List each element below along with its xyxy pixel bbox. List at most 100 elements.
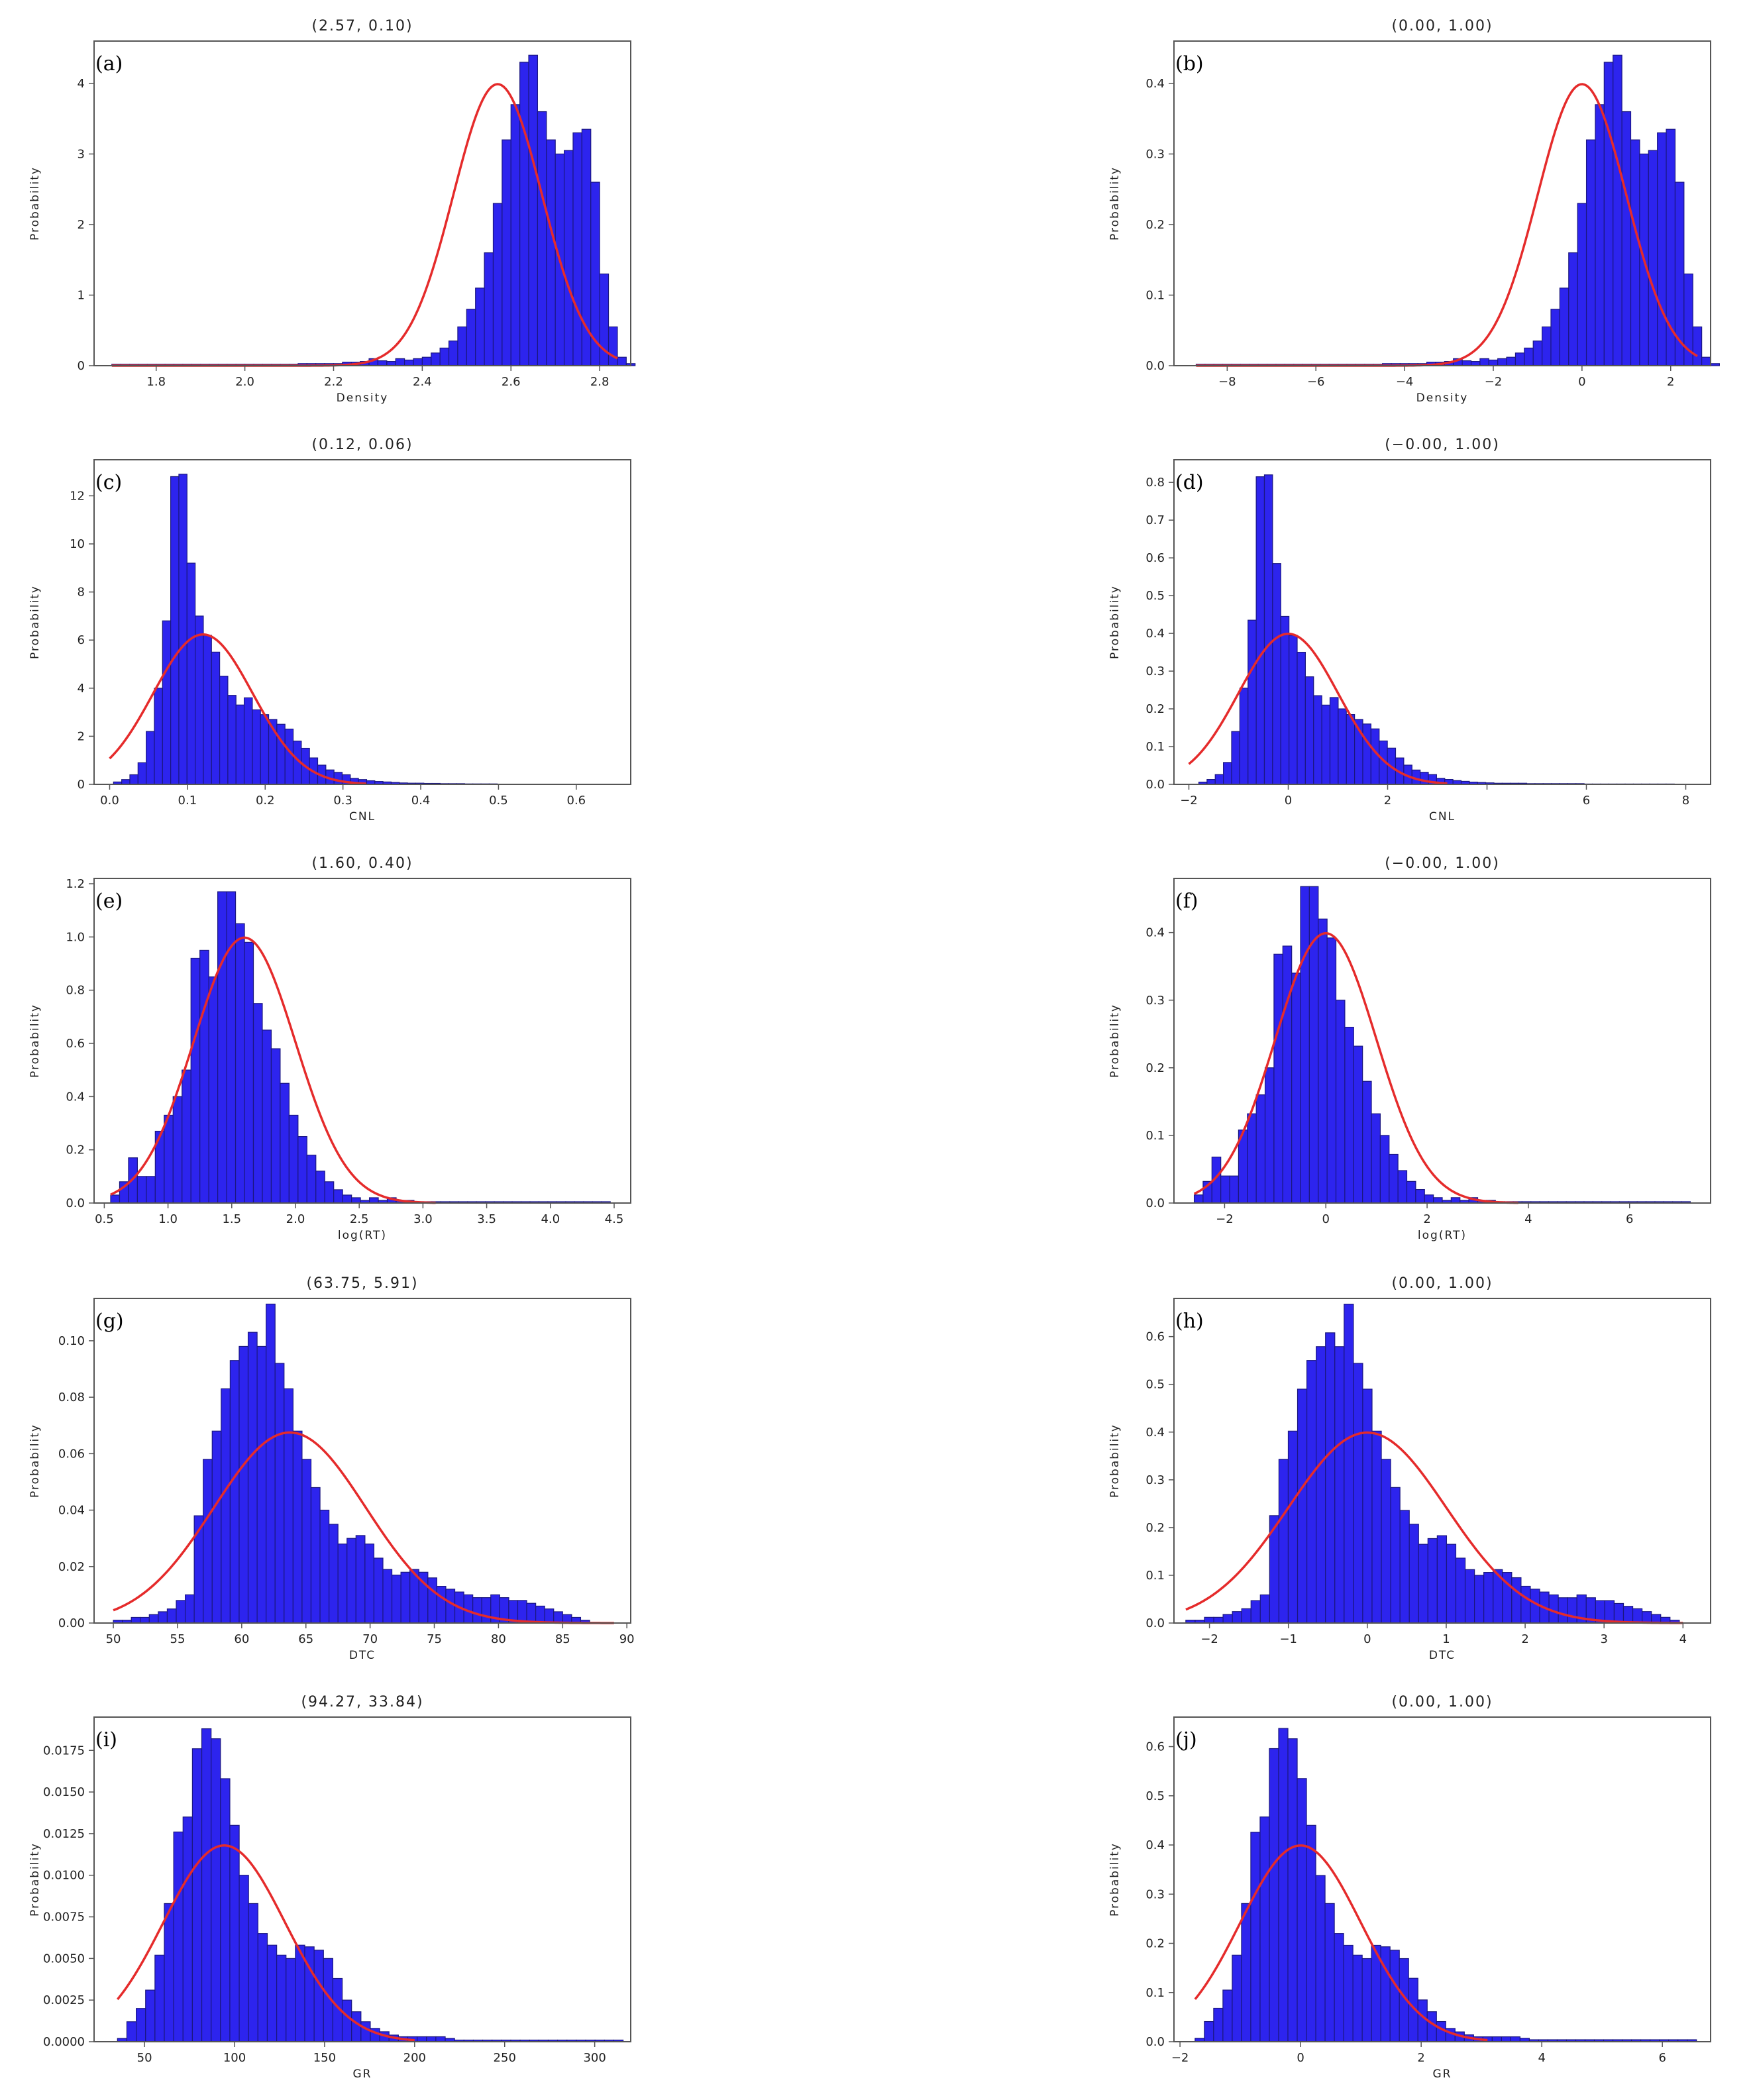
- histogram-bar: [1692, 326, 1703, 366]
- y-tick-label: 0.6: [1145, 551, 1165, 565]
- y-tick-label: 0.1: [1145, 740, 1165, 754]
- histogram-bar: [1325, 1332, 1336, 1624]
- y-tick-label: 0.4: [1145, 1426, 1165, 1440]
- y-tick-label: 0.1: [1145, 1569, 1165, 1583]
- chart-title: (0.00, 1.00): [1391, 18, 1493, 34]
- histogram-bar: [137, 762, 147, 785]
- histogram-bar: [319, 1509, 330, 1624]
- y-tick-label: 0.0: [1145, 359, 1165, 373]
- y-tick-label: 0.8: [1145, 476, 1165, 490]
- histogram-bar: [1306, 1360, 1317, 1624]
- histogram-bar: [154, 688, 163, 785]
- x-tick-label: 2.6: [502, 375, 521, 389]
- x-tick-label: −2: [1171, 2051, 1189, 2065]
- y-tick-label: 0: [78, 359, 85, 373]
- histogram-bar: [426, 2036, 437, 2042]
- histogram-bar: [136, 1176, 147, 1204]
- panel-label: (f): [1175, 890, 1198, 913]
- x-tick-label: 2.0: [235, 375, 254, 389]
- x-tick-label: 75: [427, 1632, 442, 1646]
- histogram-bar: [1506, 356, 1516, 366]
- x-tick-label: −2: [1216, 1212, 1234, 1226]
- x-tick-label: 2: [1521, 1632, 1528, 1646]
- histogram-bar: [435, 2036, 446, 2042]
- histogram-bar: [1287, 1738, 1298, 2042]
- y-tick-label: 4: [78, 77, 85, 91]
- histogram-bar: [1524, 347, 1534, 366]
- y-tick-label: 2: [78, 218, 85, 232]
- histogram-bar: [148, 1614, 159, 1624]
- y-tick-label: 1: [78, 288, 85, 302]
- histogram-bar: [266, 1944, 278, 2042]
- histogram-bar: [413, 358, 423, 366]
- y-tick-label: 0.3: [1145, 1473, 1165, 1487]
- histogram-bar: [546, 139, 556, 366]
- x-tick-label: 4.0: [541, 1212, 560, 1226]
- histogram-bar: [1520, 1585, 1531, 1624]
- y-tick-label: 0.4: [1145, 77, 1165, 91]
- histogram-bar: [364, 1544, 375, 1624]
- histogram-bar: [1483, 1572, 1494, 1624]
- panel-d: −2 0 2 6 8 0.0 0.1 0.2 0.3 0.4 0.5 0.6 0.7 0.8 (−0.00,…: [1108, 437, 1711, 823]
- histogram-bar: [1501, 2036, 1511, 2042]
- histogram-bar: [203, 1459, 213, 1624]
- histogram-bar: [146, 1176, 156, 1204]
- x-tick-label: 0.1: [178, 794, 197, 808]
- y-tick-label: 0.5: [1145, 589, 1165, 603]
- histogram-bar: [297, 1135, 307, 1204]
- histogram-bar: [252, 709, 261, 785]
- x-tick-label: 0.2: [256, 794, 275, 808]
- y-tick-label: 0.4: [1145, 1838, 1165, 1852]
- histogram-bar: [1297, 1778, 1307, 2042]
- x-tick-label: −4: [1396, 375, 1414, 389]
- normal-fit-curve: [1185, 1431, 1683, 1624]
- histogram-bar: [227, 695, 237, 785]
- plot-frame: [1173, 1716, 1711, 2042]
- y-tick-label: 0.0100: [43, 1869, 85, 1883]
- chart-title: (63.75, 5.91): [306, 1275, 418, 1292]
- histogram-bar: [235, 923, 245, 1204]
- histogram-bar: [1222, 1989, 1233, 2042]
- x-tick-label: 6: [1583, 794, 1590, 808]
- x-axis-label: Density: [337, 392, 389, 405]
- histogram-bar: [1558, 1597, 1568, 1624]
- histogram-bar: [235, 704, 245, 785]
- histogram-bar: [544, 1608, 555, 1624]
- y-tick-label: 0.0050: [43, 1952, 85, 1966]
- histogram-bar: [260, 714, 270, 785]
- histogram-bar: [572, 132, 582, 366]
- y-tick-label: 0.0: [1145, 1196, 1165, 1210]
- histogram-bar: [1710, 363, 1720, 366]
- histogram-bar: [1204, 2021, 1214, 2042]
- histogram-bar: [581, 129, 592, 366]
- x-tick-label: 2: [1667, 375, 1674, 389]
- histogram-bar: [1232, 1611, 1242, 1624]
- histogram-bar: [1621, 111, 1632, 366]
- x-tick-label: 0.0: [100, 794, 119, 808]
- x-tick-label: 0.6: [567, 794, 586, 808]
- histogram-bar: [492, 203, 503, 366]
- histogram-bar: [1464, 1569, 1475, 1624]
- histogram-bar: [146, 731, 155, 785]
- chart-title: (0.12, 0.06): [311, 437, 413, 453]
- histogram-bar: [445, 1589, 456, 1624]
- x-axis-label: log(RT): [1418, 1229, 1467, 1242]
- histogram-bar: [1399, 1510, 1410, 1624]
- histogram-bar: [1361, 1958, 1372, 2042]
- histogram-bar: [121, 779, 131, 785]
- x-tick-label: 6: [1658, 2051, 1666, 2065]
- histogram-bar: [1488, 359, 1499, 366]
- histogram-bar: [221, 1388, 231, 1624]
- chart-title: (1.60, 0.40): [311, 855, 413, 872]
- histogram-bar: [126, 2021, 137, 2042]
- histogram-bar: [184, 1594, 195, 1624]
- x-tick-label: 0.5: [95, 1212, 114, 1226]
- panel-label: (e): [95, 890, 123, 913]
- x-tick-label: 0: [1322, 1212, 1330, 1226]
- x-tick-label: 0.3: [333, 794, 352, 808]
- histogram-bar: [510, 104, 521, 366]
- x-tick-label: 2.5: [350, 1212, 369, 1226]
- chart-title: (94.27, 33.84): [301, 1694, 423, 1710]
- y-tick-label: 0.3: [1145, 147, 1165, 161]
- histogram-bar: [1338, 708, 1347, 785]
